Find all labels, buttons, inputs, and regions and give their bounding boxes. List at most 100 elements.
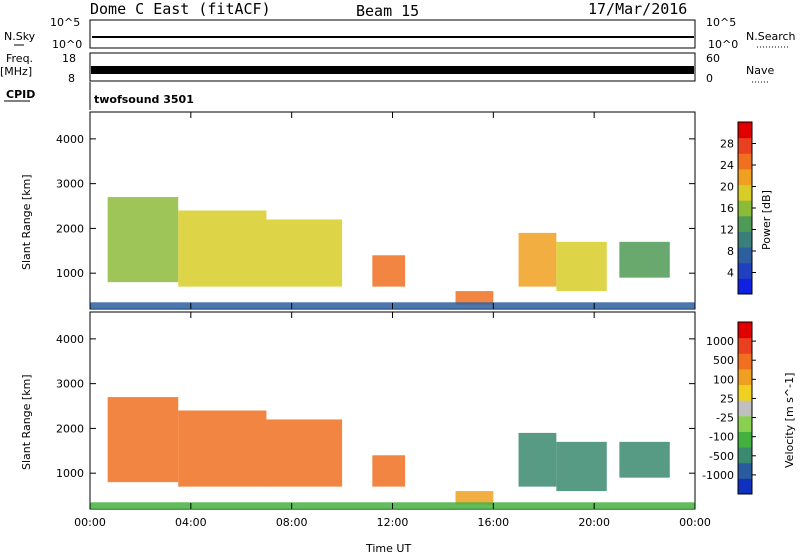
data-region-1 [178,410,267,487]
colorbar-segment [738,478,752,495]
colorbar-segment [738,400,752,417]
freq-tick-bottom: 8 [68,72,75,85]
colorbar-segment [738,337,752,354]
colorbar-segment [738,462,752,479]
y-tick-label: 3000 [56,178,84,191]
colorbar-segment [738,447,752,464]
colorbar-segment [738,262,752,279]
colorbar-segment [738,415,752,432]
colorbar-tick-label: 8 [727,245,734,258]
data-region-0 [107,197,179,283]
colorbar-tick-label: 25 [720,392,734,405]
power-colorbar-label: Power [dB] [760,190,773,250]
noise-tick-bottom: 10^0 [52,38,82,51]
colorbar-tick-label: 20 [720,181,734,194]
nave-tick-bottom: 0 [706,72,713,85]
station-title: Dome C East (fitACF) [90,0,271,18]
y-tick-label: 4000 [56,133,84,146]
colorbar-tick-label: -500 [709,450,734,463]
x-tick-label: 12:00 [377,516,409,529]
date-title: 17/Mar/2016 [588,0,687,18]
data-region-6 [556,241,607,292]
colorbar-segment [738,431,752,448]
colorbar-tick-label: 28 [720,138,734,151]
colorbar-segment [738,353,752,370]
data-region-5 [518,432,557,487]
data-region-1 [178,210,267,287]
data-region-3 [372,455,406,487]
cpid-value: twofsound 3501 [94,93,194,106]
x-tick-label: 08:00 [276,516,308,529]
data-region-4 [455,291,494,305]
freq-unit: [MHz] [0,65,32,78]
nsky-label: N.Sky [4,30,36,43]
x-tick-label: 04:00 [175,516,207,529]
x-tick-label: 20:00 [578,516,610,529]
data-region-7 [619,441,670,478]
colorbar-segment [738,184,752,201]
x-axis-label: Time UT [365,542,411,554]
colorbar-segment [738,278,752,295]
colorbar-tick-label: 24 [720,159,734,172]
freq-trace-band [91,66,694,74]
data-region-0 [107,397,179,483]
colorbar-segment [738,368,752,386]
colorbar-tick-label: 1000 [706,335,734,348]
data-region-4 [455,491,494,505]
data-region-7 [619,241,670,278]
power-colorbar: 28 24 20 16 12 8 4 [720,121,756,295]
nave-tick-top: 60 [706,52,720,65]
time-axis: 00:00 04:00 08:00 12:00 16:00 20:00 00:00 [74,112,711,529]
colorbar-segment [738,247,752,264]
colorbar-segment [738,384,752,401]
velocity-y-axis: 1000 2000 3000 4000 [56,333,695,480]
colorbar-segment [738,231,752,248]
noise-tick-right-bottom: 10^0 [708,38,738,51]
power-y-label: Slant Range [km] [20,174,33,270]
colorbar-tick-label: 16 [720,202,734,215]
cpid-label: CPID [6,88,35,101]
y-tick-label: 4000 [56,333,84,346]
y-tick-label: 3000 [56,378,84,391]
freq-panel: Freq. [MHz] 18 8 60 0 Nave [0,52,774,85]
y-tick-label: 2000 [56,422,84,435]
noise-tick-top: 10^5 [50,16,80,29]
data-region-2 [266,219,343,287]
colorbar-tick-label: 500 [713,354,734,367]
colorbar-tick-label: 12 [720,224,734,237]
colorbar-frame [737,321,753,495]
x-tick-label: 00:00 [679,516,711,529]
cpid-panel: CPID twofsound 3501 [4,82,194,110]
colorbar-segment [738,153,752,170]
colorbar-tick-label: 4 [727,267,734,280]
colorbar-tick-label: -25 [716,412,734,425]
power-panel: 1000 2000 3000 4000 Slant Range [km] 28 24 20… [20,111,773,310]
velocity-colorbar: 1000 500 100 25 -25 -100 -500 -1000 [702,321,756,495]
velocity-panel: 1000 2000 3000 4000 Slant Range [km] 1000 50… [20,311,796,510]
data-region-5 [518,232,557,287]
freq-tick-top: 18 [62,52,76,65]
y-tick-label: 2000 [56,222,84,235]
velocity-y-label: Slant Range [km] [20,374,33,470]
colorbar-segment [738,122,752,139]
noise-tick-right-top: 10^5 [706,16,736,29]
x-tick-label: 00:00 [74,516,106,529]
power-y-axis: 1000 2000 3000 4000 [56,133,695,280]
power-data-cells [90,197,695,309]
data-region-2 [266,419,343,487]
y-tick-label: 1000 [56,467,84,480]
velocity-colorbar-label: Velocity [m s^-1] [783,373,796,468]
colorbar-tick-label: -100 [709,431,734,444]
data-region-6 [556,441,607,492]
noise-panel: N.Sky 10^5 10^0 10^5 10^0 N.Search [4,16,796,51]
data-region-3 [372,255,406,287]
colorbar-segment [738,200,752,217]
x-tick-label: 16:00 [477,516,509,529]
colorbar-segment [738,322,752,339]
beam-title: Beam 15 [356,2,419,20]
colorbar-tick-label: -1000 [702,469,734,482]
colorbar-tick-label: 100 [713,373,734,386]
nave-label: Nave [746,64,774,77]
y-tick-label: 1000 [56,267,84,280]
